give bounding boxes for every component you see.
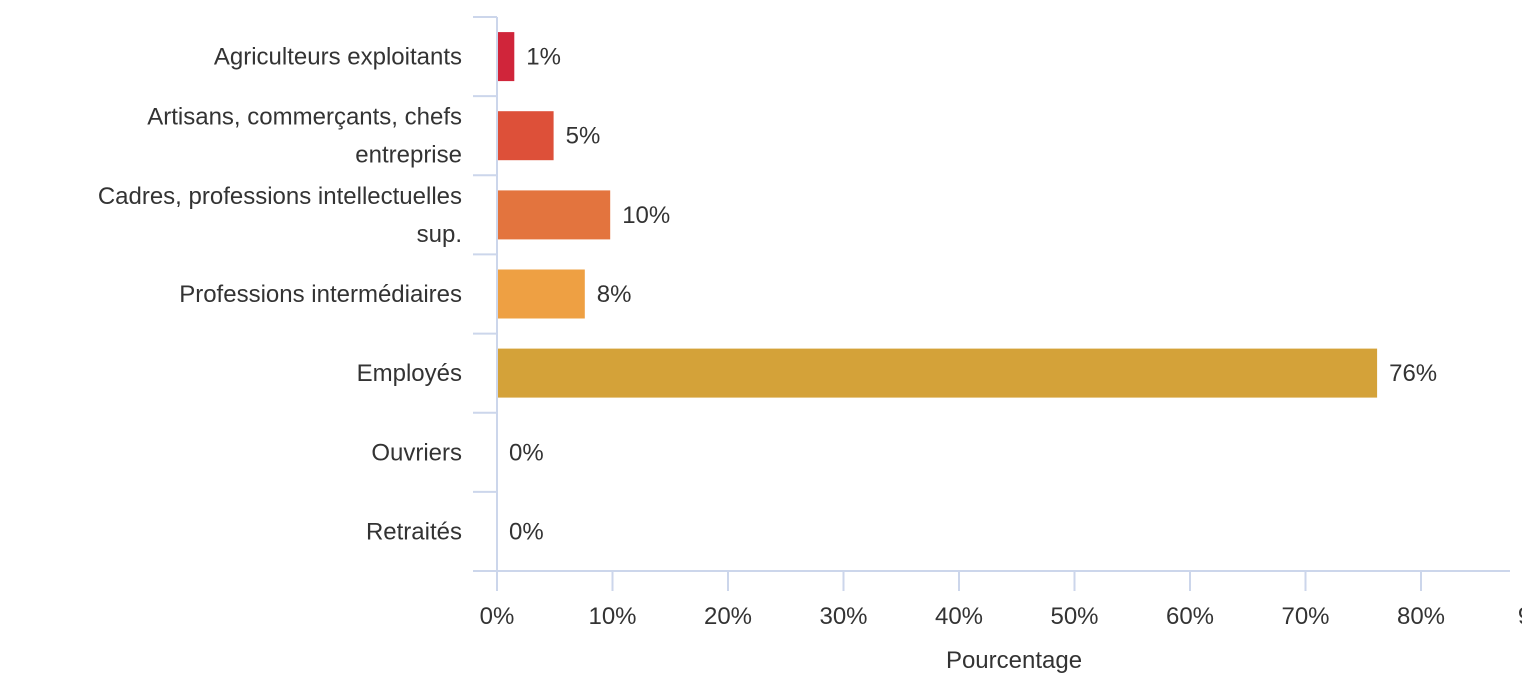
category-label: Agriculteurs exploitants (214, 44, 462, 71)
data-label: 10% (622, 202, 670, 229)
x-tick-label: 10% (588, 603, 636, 630)
x-tick-label: 80% (1397, 603, 1445, 630)
x-tick-label: 70% (1281, 603, 1329, 630)
category-label: entreprise (355, 142, 462, 169)
category-label: Cadres, professions intellectuelles (98, 183, 462, 210)
axes-group (473, 16, 1510, 591)
category-label: Employés (357, 360, 462, 387)
category-label: Professions intermédiaires (179, 281, 462, 308)
data-label: 5% (566, 123, 601, 150)
category-label: Retraités (366, 518, 462, 545)
x-axis-title: Pourcentage (946, 647, 1082, 674)
bars-group (497, 32, 1378, 398)
data-label: 76% (1389, 360, 1437, 387)
bar (497, 190, 611, 240)
x-tick-label: 50% (1050, 603, 1098, 630)
x-tick-label: 9… (1518, 603, 1522, 630)
x-tick-label: 40% (935, 603, 983, 630)
x-tick-label: 20% (704, 603, 752, 630)
category-label: Ouvriers (371, 439, 462, 466)
category-labels-group: Agriculteurs exploitants Artisans, commer… (98, 44, 462, 546)
bar (497, 348, 1378, 398)
x-tick-labels-group: 0% 10% 20% 30% 40% 50% 60% 70% 80% 9… (480, 603, 1522, 630)
data-labels-group: 1% 5% 10% 8% 76% 0% 0% (509, 44, 1437, 546)
bar (497, 269, 585, 319)
category-label: sup. (417, 221, 462, 248)
data-label: 0% (509, 518, 544, 545)
x-tick-label: 0% (480, 603, 515, 630)
data-label: 8% (597, 281, 632, 308)
x-tick-label: 30% (819, 603, 867, 630)
bar (497, 32, 515, 82)
data-label: 1% (526, 44, 561, 71)
bar (497, 111, 554, 161)
data-label: 0% (509, 439, 544, 466)
x-tick-label: 60% (1166, 603, 1214, 630)
category-label: Artisans, commerçants, chefs (147, 104, 462, 131)
